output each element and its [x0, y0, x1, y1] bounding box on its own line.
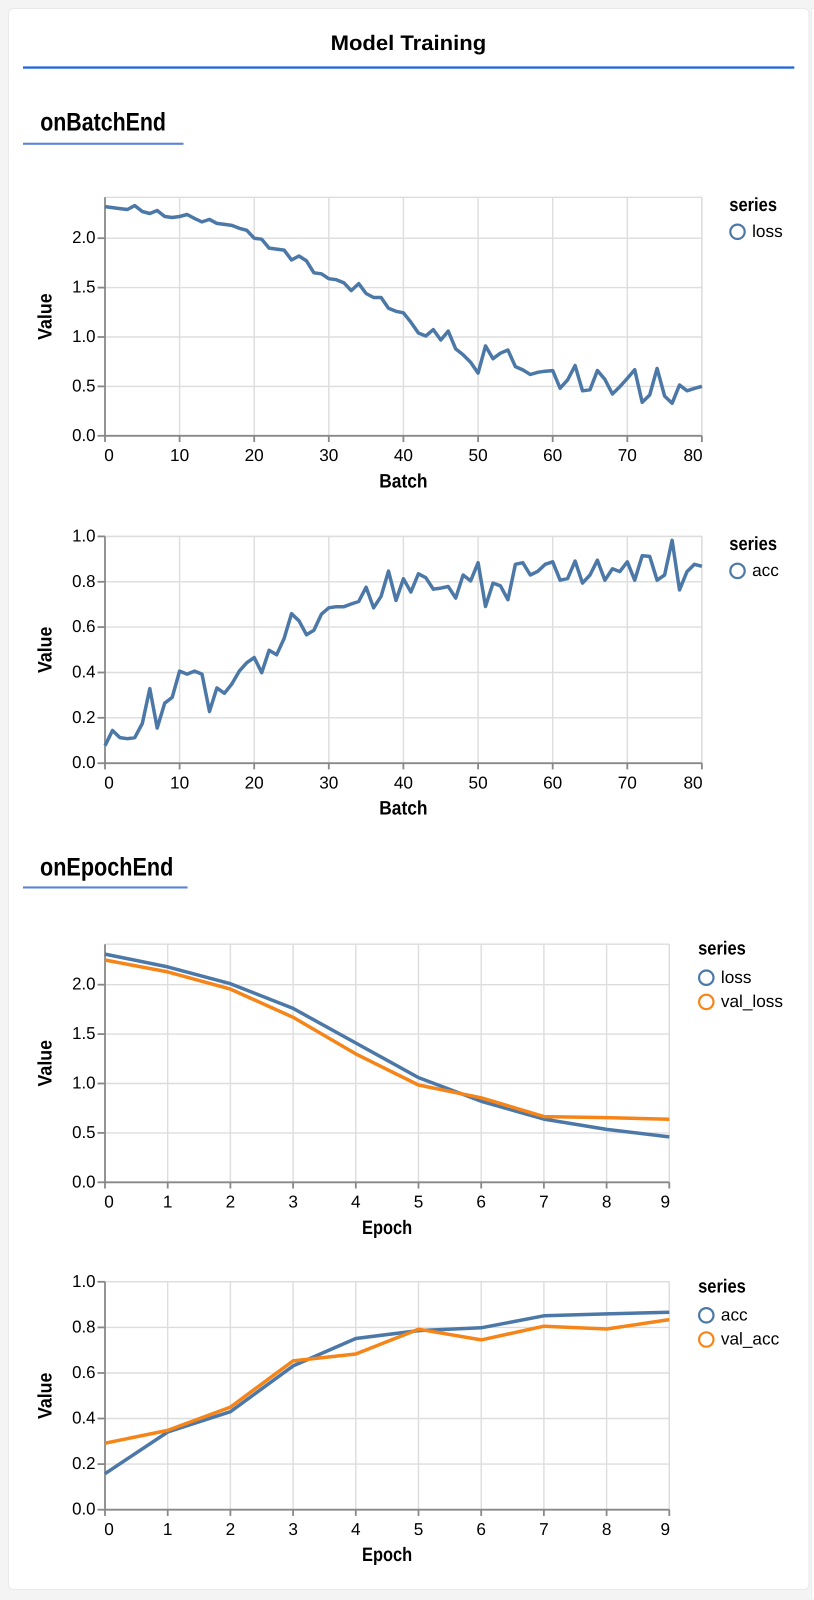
- svg-text:10: 10: [170, 445, 189, 465]
- svg-text:0: 0: [104, 1192, 114, 1212]
- svg-text:50: 50: [469, 772, 488, 792]
- svg-text:val_loss: val_loss: [721, 991, 783, 1011]
- svg-text:9: 9: [660, 1519, 670, 1539]
- svg-text:10: 10: [170, 772, 189, 792]
- svg-text:0.0: 0.0: [72, 1499, 95, 1519]
- svg-text:50: 50: [469, 445, 488, 465]
- svg-text:0.6: 0.6: [72, 616, 95, 636]
- svg-text:2: 2: [226, 1519, 236, 1539]
- svg-text:1.0: 1.0: [72, 326, 95, 346]
- svg-text:1: 1: [163, 1192, 173, 1212]
- svg-text:1.0: 1.0: [72, 1271, 95, 1291]
- svg-text:60: 60: [543, 445, 562, 465]
- svg-text:onEpochEnd: onEpochEnd: [40, 853, 173, 881]
- svg-text:0.5: 0.5: [72, 1122, 95, 1142]
- svg-text:1.5: 1.5: [72, 1023, 95, 1043]
- svg-text:9: 9: [660, 1192, 670, 1212]
- svg-text:0: 0: [104, 772, 114, 792]
- svg-text:loss: loss: [752, 221, 783, 241]
- svg-text:0.4: 0.4: [72, 1408, 96, 1428]
- svg-text:20: 20: [245, 772, 264, 792]
- svg-text:3: 3: [288, 1192, 298, 1212]
- svg-text:40: 40: [394, 445, 413, 465]
- svg-text:0.2: 0.2: [72, 707, 95, 727]
- svg-text:Value: Value: [34, 293, 56, 340]
- svg-text:0.0: 0.0: [72, 425, 95, 445]
- svg-text:1.0: 1.0: [72, 1073, 95, 1093]
- svg-text:0.0: 0.0: [72, 1171, 95, 1191]
- svg-text:30: 30: [319, 445, 338, 465]
- svg-text:80: 80: [683, 445, 702, 465]
- svg-text:onBatchEnd: onBatchEnd: [40, 109, 166, 137]
- svg-text:1: 1: [163, 1519, 173, 1539]
- svg-text:Epoch: Epoch: [362, 1544, 412, 1566]
- svg-text:acc: acc: [752, 560, 779, 580]
- svg-text:8: 8: [602, 1192, 612, 1212]
- svg-text:0.4: 0.4: [72, 662, 96, 682]
- svg-text:40: 40: [394, 772, 413, 792]
- svg-text:1.0: 1.0: [72, 525, 95, 545]
- svg-text:0: 0: [104, 445, 114, 465]
- svg-text:0.8: 0.8: [72, 571, 95, 591]
- svg-text:70: 70: [618, 445, 637, 465]
- svg-text:6: 6: [476, 1519, 486, 1539]
- svg-text:4: 4: [351, 1192, 361, 1212]
- svg-text:val_acc: val_acc: [721, 1329, 780, 1349]
- svg-text:80: 80: [683, 772, 702, 792]
- svg-text:Epoch: Epoch: [362, 1217, 412, 1239]
- svg-text:0.5: 0.5: [72, 375, 95, 395]
- svg-text:5: 5: [414, 1519, 424, 1539]
- svg-text:Value: Value: [34, 1040, 56, 1087]
- svg-text:Value: Value: [34, 1372, 56, 1419]
- svg-text:series: series: [729, 534, 777, 555]
- svg-text:20: 20: [245, 445, 264, 465]
- svg-text:Value: Value: [34, 626, 56, 673]
- svg-text:2.0: 2.0: [72, 227, 95, 247]
- svg-text:acc: acc: [721, 1305, 748, 1325]
- svg-text:70: 70: [618, 772, 637, 792]
- svg-text:series: series: [729, 195, 777, 216]
- svg-text:6: 6: [476, 1192, 486, 1212]
- svg-text:0.0: 0.0: [72, 752, 95, 772]
- svg-text:2.0: 2.0: [72, 974, 95, 994]
- svg-text:loss: loss: [721, 967, 752, 987]
- svg-text:4: 4: [351, 1519, 361, 1539]
- svg-text:60: 60: [543, 772, 562, 792]
- svg-text:Batch: Batch: [379, 798, 427, 820]
- svg-text:series: series: [698, 1276, 746, 1297]
- svg-text:Model Training: Model Training: [331, 32, 487, 55]
- svg-text:series: series: [698, 939, 746, 960]
- svg-text:0.8: 0.8: [72, 1316, 95, 1336]
- svg-text:0.2: 0.2: [72, 1453, 95, 1473]
- svg-text:2: 2: [226, 1192, 236, 1212]
- svg-text:0.6: 0.6: [72, 1362, 95, 1382]
- svg-text:3: 3: [288, 1519, 298, 1539]
- svg-text:7: 7: [539, 1192, 549, 1212]
- svg-text:7: 7: [539, 1519, 549, 1539]
- svg-text:1.5: 1.5: [72, 277, 95, 297]
- svg-text:8: 8: [602, 1519, 612, 1539]
- svg-text:30: 30: [319, 772, 338, 792]
- svg-text:5: 5: [414, 1192, 424, 1212]
- svg-text:0: 0: [104, 1519, 114, 1539]
- svg-text:Batch: Batch: [379, 470, 427, 492]
